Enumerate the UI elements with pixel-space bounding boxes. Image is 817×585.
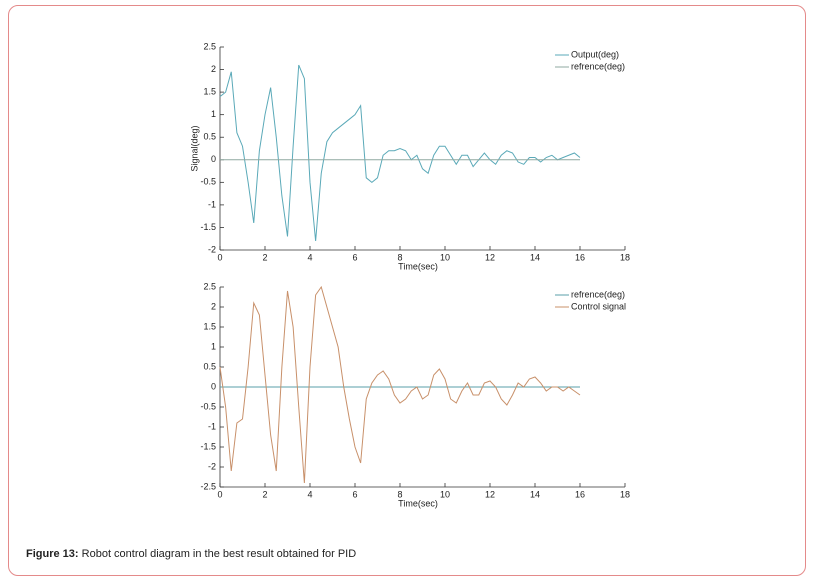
y-tick-label: 0 [211,381,216,391]
y-tick-label: 1.5 [203,321,216,331]
y-tick-label: -2 [208,461,216,471]
x-tick-label: 4 [307,252,312,262]
y-tick-label: -0.5 [200,177,216,187]
x-tick-label: 18 [620,252,630,262]
x-tick-label: 0 [217,252,222,262]
y-tick-label: 2.5 [203,281,216,291]
y-tick-label: -0.5 [200,401,216,411]
x-tick-label: 14 [530,252,540,262]
y-tick-label: 2 [211,64,216,74]
legend-label: refrence(deg) [571,61,625,71]
y-tick-label: 1.5 [203,86,216,96]
caption: Figure 13: Robot control diagram in the … [26,548,356,560]
x-tick-label: 18 [620,489,630,499]
y-tick-label: -1 [208,421,216,431]
figure: -2-1.5-1-0.500.511.522.50 2 4 6 8 10 12 14 16 18T… [189,41,630,508]
series-line [219,64,581,242]
y-tick-label: -2.5 [200,481,216,491]
x-tick-label: 10 [440,252,450,262]
x-tick-label: 16 [575,252,585,262]
x-axis-label: Time(sec) [398,498,438,508]
x-tick-label: 16 [575,489,585,499]
x-tick-label: 0 [217,489,222,499]
x-tick-label: 14 [530,489,540,499]
x-tick-label: 10 [440,489,450,499]
legend-label: refrence(deg) [571,289,625,299]
y-tick-label: 1 [211,341,216,351]
y-tick-label: 0.5 [203,361,216,371]
x-tick-label: 2 [262,489,267,499]
x-tick-label: 4 [307,489,312,499]
y-tick-label: 2.5 [203,41,216,51]
y-tick-label: 0 [211,154,216,164]
y-axis-label: Signal(deg) [189,125,199,171]
series-line [219,285,581,484]
y-tick-label: -1.5 [200,222,216,232]
x-axis-label: Time(sec) [398,261,438,271]
x-tick-label: 12 [485,489,495,499]
y-tick-label: -1.5 [200,441,216,451]
x-tick-label: 8 [397,489,402,499]
x-tick-label: 6 [352,252,357,262]
y-tick-label: -2 [208,244,216,254]
x-tick-label: 8 [397,252,402,262]
legend-label: Control signal [571,301,626,311]
x-tick-label: 12 [485,252,495,262]
y-tick-label: 2 [211,301,216,311]
legend-label: Output(deg) [571,49,619,59]
figure-card [8,5,806,576]
y-tick-label: 0.5 [203,132,216,142]
y-tick-label: -1 [208,199,216,209]
caption-label: Figure 13: [26,548,79,560]
caption-text: Robot control diagram in the best result… [81,548,357,560]
y-tick-label: 1 [211,109,216,119]
x-tick-label: 6 [352,489,357,499]
x-tick-label: 2 [262,252,267,262]
